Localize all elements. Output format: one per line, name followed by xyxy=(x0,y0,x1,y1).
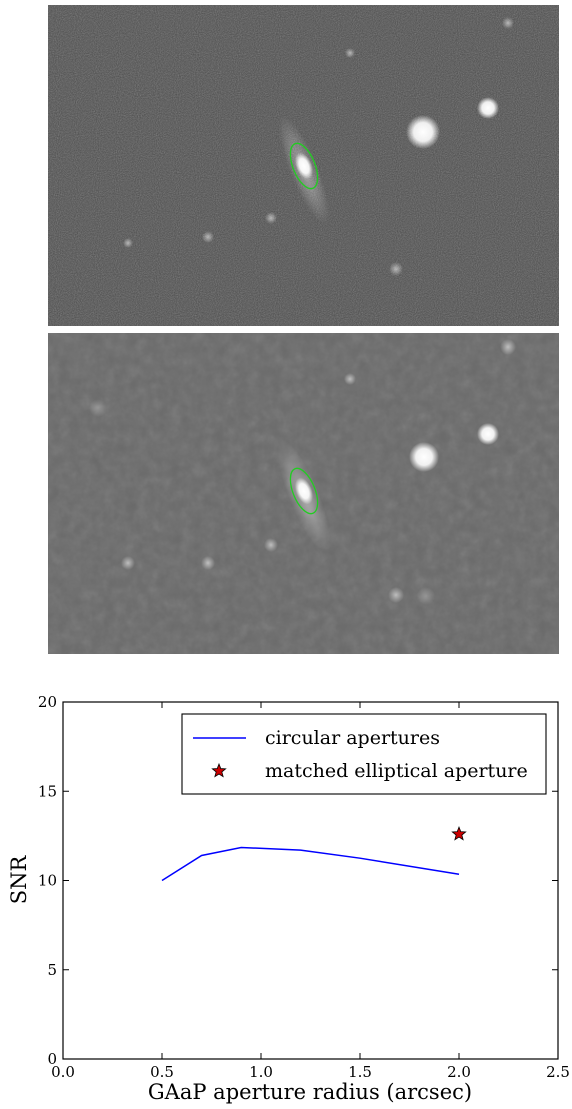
x-tick-label: 1.5 xyxy=(348,1063,372,1081)
x-tick-label: 1.0 xyxy=(249,1063,273,1081)
legend-label: matched elliptical aperture xyxy=(265,760,528,782)
faint-star xyxy=(344,373,356,385)
y-tick-label: 15 xyxy=(38,782,57,800)
circular-apertures-line xyxy=(161,846,460,882)
legend: circular apertures matched elliptical ap… xyxy=(181,713,547,795)
faint-star xyxy=(123,238,133,248)
faint-star xyxy=(502,17,514,29)
faint-star xyxy=(345,48,355,58)
y-tick-label: 20 xyxy=(38,693,57,711)
bright-star xyxy=(409,442,439,472)
elliptical-aperture-marker xyxy=(451,825,467,841)
legend-label: circular apertures xyxy=(265,727,440,749)
y-tick-label: 5 xyxy=(47,961,57,979)
y-tick-label: 10 xyxy=(38,872,57,890)
series-layer xyxy=(161,825,467,882)
y-axis-label: SNR xyxy=(7,855,31,905)
galaxy-core xyxy=(294,477,314,505)
x-tick-label: 2.5 xyxy=(546,1063,570,1081)
bright-star xyxy=(477,423,499,445)
x-tick-label: 0.5 xyxy=(150,1063,174,1081)
galaxy-image-bottom xyxy=(48,333,559,654)
faint-star xyxy=(265,212,277,224)
x-axis-label: GAaP aperture radius (arcsec) xyxy=(148,1080,472,1104)
x-tick-label: 2.0 xyxy=(447,1063,471,1081)
faint-star xyxy=(417,587,435,605)
legend-star-swatch xyxy=(211,762,227,778)
matched-aperture-ellipse xyxy=(289,142,319,190)
faint-star xyxy=(264,538,278,552)
faint-star xyxy=(389,262,403,276)
faint-star xyxy=(201,556,215,570)
faint-star xyxy=(89,399,107,417)
faint-star xyxy=(388,587,404,603)
galaxy-image-top xyxy=(48,5,559,326)
x-tick-label: 0.0 xyxy=(51,1063,75,1081)
matched-aperture-ellipse xyxy=(289,467,319,515)
legend-box xyxy=(181,713,547,795)
axis-ticks: 0.0 0.5 1.0 1.5 2.0 2.5 0 5 10 15 20 xyxy=(38,693,570,1081)
faint-star xyxy=(500,339,516,355)
y-tick-label: 0 xyxy=(47,1050,57,1068)
bright-star xyxy=(477,97,499,119)
galaxy-core xyxy=(294,152,314,180)
bright-star xyxy=(406,115,440,149)
faint-star xyxy=(202,231,214,243)
snr-chart: 0.0 0.5 1.0 1.5 2.0 2.5 0 5 10 15 20 SNR GAaP aper… xyxy=(7,693,570,1104)
faint-star xyxy=(121,556,135,570)
